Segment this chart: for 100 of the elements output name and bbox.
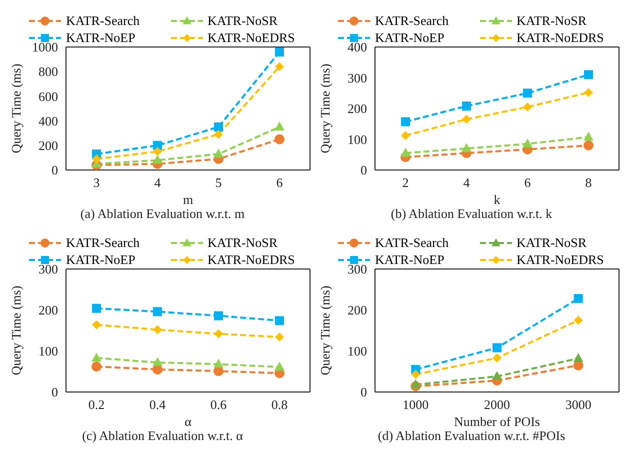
- x-tick-label: 3000: [565, 397, 592, 412]
- legend-label: KATR-NoEDRS: [516, 252, 604, 268]
- point: [410, 379, 421, 388]
- point: [152, 357, 162, 366]
- x-tick-label: 3: [93, 175, 100, 190]
- y-tick-label: 100: [348, 344, 367, 359]
- legend-label: KATR-NoEDRS: [208, 252, 295, 268]
- point: [523, 102, 532, 112]
- legend-label: KATR-NoSR: [208, 12, 278, 28]
- point: [92, 362, 102, 372]
- point: [584, 70, 593, 80]
- point: [401, 131, 410, 140]
- legend-label: KATR-NoEDRS: [208, 30, 295, 46]
- x-tick-label: 0.6: [210, 397, 228, 412]
- point: [274, 134, 284, 144]
- y-tick-label: 200: [348, 302, 367, 318]
- legend-label: KATR-NoSR: [516, 12, 587, 28]
- point: [92, 352, 102, 362]
- point: [275, 332, 284, 342]
- x-tick-label: 0.8: [271, 397, 288, 412]
- y-tick-label: 0: [360, 384, 367, 400]
- y-tick-label: 100: [38, 344, 58, 359]
- point: [92, 154, 101, 164]
- y-axis-title: Query Time (ms): [318, 64, 333, 154]
- point: [275, 47, 284, 56]
- legend-label: KATR-NoEP: [66, 252, 136, 268]
- x-tick-label: 0.2: [88, 397, 105, 412]
- legend-label: KATR-NoEP: [66, 30, 136, 46]
- text: (c) Ablation Evaluation w.r.t. α: [81, 428, 244, 444]
- x-tick-label: 6: [276, 175, 284, 190]
- point: [214, 148, 224, 158]
- legend-label: KATR-NoSR: [208, 234, 278, 250]
- y-tick-label: 800: [38, 64, 58, 80]
- y-tick-label: 0: [52, 162, 58, 178]
- y-tick-label: 300: [38, 262, 58, 277]
- point: [401, 117, 410, 126]
- y-tick-label: 300: [348, 70, 367, 86]
- text: (a) Ablation Evaluation w.r.t. m: [79, 206, 246, 222]
- y-tick-label: 0: [52, 384, 58, 400]
- point: [492, 371, 502, 380]
- point: [400, 148, 410, 157]
- point: [584, 132, 594, 141]
- legend-label: KATR-NoEP: [375, 30, 444, 46]
- y-tick-label: 300: [348, 262, 367, 277]
- point: [153, 307, 162, 316]
- x-tick-label: 2000: [484, 397, 510, 412]
- x-tick-label: 5: [215, 175, 222, 190]
- point: [462, 102, 471, 111]
- x-axis-title: k: [494, 192, 501, 207]
- legend-label: KATR-Search: [66, 234, 140, 250]
- point: [214, 366, 224, 376]
- point: [214, 122, 223, 132]
- point: [92, 304, 101, 313]
- point: [153, 147, 162, 156]
- point: [574, 294, 583, 304]
- text: (d) Ablation Evaluation w.r.t. #POIs: [376, 428, 566, 444]
- point: [214, 130, 223, 139]
- point: [274, 122, 284, 131]
- point: [584, 140, 594, 150]
- y-axis-title: Query Time (ms): [8, 64, 24, 154]
- x-axis-title: α: [184, 414, 192, 429]
- y-tick-label: 600: [38, 88, 58, 104]
- x-tick-label: 4: [154, 175, 162, 190]
- point: [214, 311, 223, 320]
- y-tick-label: 100: [348, 132, 367, 147]
- point: [492, 343, 502, 352]
- legend-label: KATR-NoEP: [375, 252, 444, 268]
- point: [584, 88, 593, 98]
- point: [274, 362, 284, 371]
- y-axis-title: Query Time (ms): [8, 286, 24, 376]
- point: [574, 316, 583, 325]
- x-tick-label: 6: [524, 175, 532, 190]
- y-tick-label: 200: [38, 138, 58, 154]
- x-tick-label: 0.4: [149, 397, 166, 412]
- point: [214, 329, 223, 338]
- y-tick-label: 400: [38, 113, 58, 128]
- point: [275, 62, 284, 72]
- point: [492, 353, 502, 362]
- point: [462, 143, 472, 152]
- y-tick-label: 200: [348, 101, 367, 116]
- point: [153, 140, 162, 150]
- legend-label: KATR-Search: [66, 12, 140, 28]
- point: [522, 138, 532, 148]
- point: [411, 370, 420, 379]
- x-tick-label: 1000: [402, 397, 429, 412]
- legend-label: KATR-Search: [375, 234, 449, 250]
- point: [573, 352, 584, 362]
- point: [153, 325, 162, 334]
- y-tick-label: 0: [360, 162, 367, 178]
- legend-label: KATR-Search: [375, 12, 449, 28]
- x-tick-label: 8: [585, 175, 592, 190]
- y-tick-label: 200: [38, 302, 58, 318]
- x-tick-label: 2: [402, 175, 409, 190]
- y-tick-label: 1000: [32, 40, 58, 55]
- legend-label: KATR-NoEDRS: [516, 30, 604, 46]
- x-tick-label: 4: [463, 175, 470, 190]
- point: [152, 154, 162, 164]
- x-axis-title: m: [182, 192, 194, 207]
- text: (b) Ablation Evaluation w.r.t. k: [390, 206, 554, 222]
- point: [214, 358, 224, 368]
